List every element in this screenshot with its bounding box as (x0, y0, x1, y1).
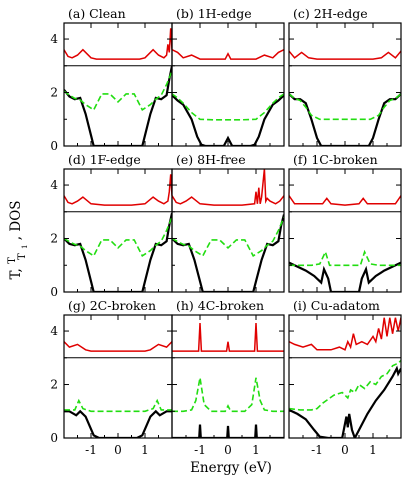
y-axis-title-fraction-denominator: T (17, 253, 28, 260)
panel-9: -1 0 1 (i) Cu-adatom (288, 298, 402, 457)
plot-area (172, 49, 284, 146)
panel-7: -1 0 1 0 2 4 (g) 2C-broken (50, 298, 173, 457)
y-tick-label: 4 (50, 32, 58, 46)
panel-title: (a) Clean (68, 6, 126, 21)
panel-title: (c) 2H-edge (293, 6, 368, 21)
transmission-curve (64, 65, 172, 146)
y-axis-title-suffix: , DOS (8, 200, 24, 240)
panel-frame (63, 22, 173, 147)
transmission-curve (289, 261, 401, 292)
panel-frame (288, 168, 402, 293)
ratio-curve (172, 93, 284, 121)
panel-title: (e) 8H-free (176, 152, 246, 167)
panel-title: (b) 1H-edge (176, 6, 252, 21)
y-tick-label: 0 (50, 285, 58, 299)
panel-grid: 0 2 4 (a) Clean (b) 1H-edge (c) 2H-edge 0 2 4 (d)… (50, 6, 402, 457)
panel-title: (h) 4C-broken (176, 298, 264, 313)
y-tick-label: 0 (50, 431, 58, 445)
y-axis-title-prefix: T, (8, 264, 24, 280)
ratio-curve (64, 398, 172, 413)
x-tick-label: -1 (85, 443, 97, 457)
panel-3: (c) 2H-edge (288, 6, 402, 147)
ratio-curve (172, 216, 284, 258)
transmission-curve (289, 93, 401, 146)
transmission-curve (172, 214, 284, 292)
dos-curve (172, 49, 284, 60)
dos-curve (64, 28, 172, 60)
x-tick-label: 1 (141, 443, 149, 457)
panel-8: -1 0 1 (h) 4C-broken (171, 298, 285, 457)
ratio-curve (172, 377, 284, 413)
dos-curve (289, 317, 401, 351)
x-tick-label: 1 (369, 443, 377, 457)
panel-title: (f) 1C-broken (293, 152, 378, 167)
x-tick-label: 0 (341, 443, 349, 457)
ratio-curve (64, 70, 172, 112)
x-tick-label: 0 (114, 443, 122, 457)
ratio-curve (289, 93, 401, 121)
x-tick-label: 0 (224, 443, 232, 457)
x-tick-label: 1 (252, 443, 260, 457)
plot-area (64, 341, 172, 438)
panel-title: (g) 2C-broken (68, 298, 156, 313)
panel-frame (171, 314, 285, 439)
x-tick-label: -1 (311, 443, 323, 457)
plot-area (64, 28, 172, 146)
dos-curve (172, 322, 284, 352)
svg-text:T, T T 1: T, T T 1 , DOS (3, 200, 31, 279)
x-axis-title: Energy (eV) (190, 460, 272, 476)
y-tick-label: 2 (50, 86, 58, 100)
panel-5: (e) 8H-free (171, 152, 285, 293)
panel-frame (171, 22, 285, 147)
ratio-curve (64, 216, 172, 258)
panel-title: (i) Cu-adatom (293, 298, 380, 313)
transmission-curve (172, 424, 284, 438)
plot-area (64, 174, 172, 292)
panel-1: 0 2 4 (a) Clean (50, 6, 173, 153)
plot-area (289, 317, 401, 438)
y-tick-label: 2 (50, 232, 58, 246)
panel-frame (171, 168, 285, 293)
y-tick-label: 0 (50, 139, 58, 153)
dos-curve (289, 195, 401, 206)
panel-4: 0 2 4 (d) 1F-edge (50, 152, 173, 299)
panel-frame (288, 22, 402, 147)
panel-6: (f) 1C-broken (288, 152, 402, 293)
panel-title: (d) 1F-edge (68, 152, 141, 167)
dos-curve (289, 50, 401, 60)
dos-curve (64, 174, 172, 206)
transmission-curve (172, 94, 284, 146)
dos-curve (172, 169, 284, 206)
plot-area (289, 195, 401, 292)
transmission-curve (289, 365, 401, 438)
transmission-curve (64, 212, 172, 292)
x-tick-label: -1 (194, 443, 206, 457)
y-tick-label: 4 (50, 178, 58, 192)
plot-area (289, 50, 401, 146)
ratio-curve (289, 359, 401, 411)
y-axis-title-fraction-numerator: T (7, 257, 18, 264)
y-tick-label: 2 (50, 378, 58, 392)
ratio-curve (289, 249, 401, 267)
transmission-curve (64, 409, 172, 438)
dos-curve (64, 341, 172, 352)
y-tick-label: 4 (50, 324, 58, 338)
panel-2: (b) 1H-edge (171, 6, 285, 147)
panel-frame (63, 168, 173, 293)
plot-area (172, 169, 284, 292)
plot-area (172, 322, 284, 438)
y-axis-title-fraction-subscript: 1 (21, 245, 29, 249)
panel-frame (63, 314, 173, 439)
y-axis-title: T, T T 1 , DOS (3, 200, 31, 279)
